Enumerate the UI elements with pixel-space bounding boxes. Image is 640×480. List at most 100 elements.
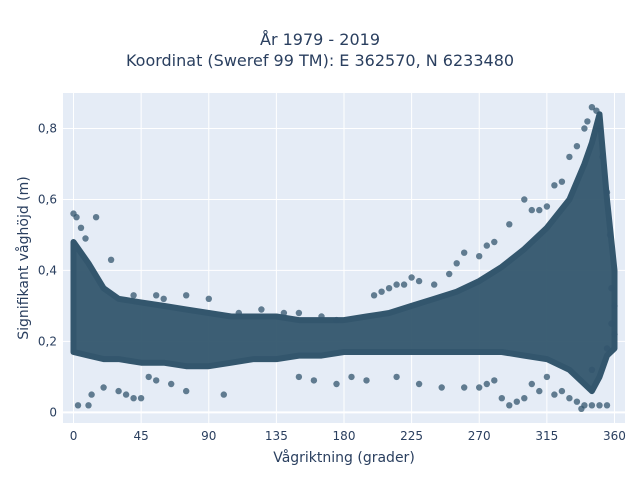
data-point [608, 285, 615, 292]
chart-subtitle: Koordinat (Sweref 99 TM): E 362570, N 62… [125, 51, 515, 70]
data-point [506, 402, 513, 409]
data-points [70, 104, 618, 412]
data-point [280, 309, 288, 317]
y-tick-label: 0 [49, 405, 57, 419]
data-point [558, 178, 566, 185]
data-point [438, 384, 445, 391]
data-point [153, 292, 160, 299]
data-point [461, 384, 468, 391]
data-point [183, 292, 190, 299]
data-point [378, 288, 385, 295]
data-point [491, 238, 498, 246]
data-point [551, 391, 558, 398]
data-point [566, 395, 573, 402]
x-tick-label: 45 [133, 429, 148, 443]
data-point [521, 196, 528, 203]
data-point [483, 242, 490, 249]
data-point [603, 345, 611, 352]
data-point [593, 107, 600, 114]
data-point [498, 395, 505, 402]
data-point [608, 320, 615, 327]
data-point [543, 373, 551, 381]
data-point [73, 214, 80, 221]
data-point [258, 306, 265, 313]
data-point [130, 292, 137, 299]
data-point [588, 104, 596, 111]
data-point [235, 309, 242, 317]
data-point [528, 206, 535, 214]
data-point [82, 235, 89, 242]
data-point [88, 391, 95, 398]
data-point [599, 153, 606, 161]
x-tick-label: 360 [603, 429, 626, 443]
data-point [588, 402, 596, 409]
data-point [596, 402, 603, 409]
data-point [400, 281, 408, 288]
data-point [408, 274, 415, 281]
data-point [521, 395, 528, 402]
density-band [70, 111, 618, 395]
data-point [476, 384, 483, 391]
data-point [74, 402, 82, 409]
data-point [431, 281, 438, 288]
data-point [115, 387, 122, 395]
data-point [130, 395, 137, 402]
data-point [573, 398, 581, 405]
data-point [85, 402, 92, 409]
x-tick-label: 135 [265, 429, 288, 443]
x-tick-label: 0 [70, 429, 78, 443]
data-point [77, 224, 85, 231]
data-point [606, 231, 614, 239]
x-tick-label: 270 [468, 429, 491, 443]
data-point [295, 373, 303, 381]
y-tick-label: 0,6 [38, 192, 57, 206]
data-point [566, 153, 573, 161]
x-tick-label: 180 [333, 429, 356, 443]
data-point [611, 302, 618, 310]
data-point [168, 380, 175, 388]
data-point [588, 366, 596, 373]
data-point [160, 295, 167, 302]
data-point [363, 377, 370, 384]
data-point [483, 380, 490, 388]
data-point [393, 281, 400, 288]
data-point [596, 125, 603, 132]
data-point [220, 391, 227, 398]
data-point [543, 203, 551, 210]
y-tick-label: 0,8 [38, 121, 57, 135]
y-tick-labels: 0 0,2 0,4 0,6 0,8 [38, 121, 57, 419]
data-point [536, 206, 543, 214]
data-point [603, 189, 611, 196]
chart-title: År 1979 - 2019 [260, 30, 380, 49]
data-point [558, 387, 566, 395]
y-tick-label: 0,4 [38, 263, 57, 277]
data-point [370, 292, 378, 299]
data-point [513, 398, 520, 405]
data-point [122, 391, 130, 398]
data-point [603, 402, 611, 409]
data-point [581, 402, 588, 409]
data-point [584, 118, 591, 125]
x-tick-labels: 0 45 90 135 180 225 270 315 360 [70, 429, 626, 443]
data-point [310, 377, 318, 384]
data-point [348, 373, 355, 381]
data-point [461, 249, 468, 256]
data-point [92, 214, 100, 221]
data-point [446, 270, 453, 278]
data-point [536, 387, 543, 395]
density-band-area [70, 111, 618, 395]
data-point [100, 384, 107, 391]
x-tick-label: 225 [400, 429, 423, 443]
data-point [415, 380, 423, 388]
data-point [318, 313, 325, 320]
data-point [153, 377, 160, 384]
x-tick-label: 90 [201, 429, 216, 443]
data-point [611, 331, 618, 338]
data-point [476, 253, 483, 260]
data-point [415, 277, 423, 285]
data-point [333, 380, 340, 388]
data-point [551, 182, 558, 189]
data-point [295, 309, 303, 317]
data-point [573, 143, 581, 150]
